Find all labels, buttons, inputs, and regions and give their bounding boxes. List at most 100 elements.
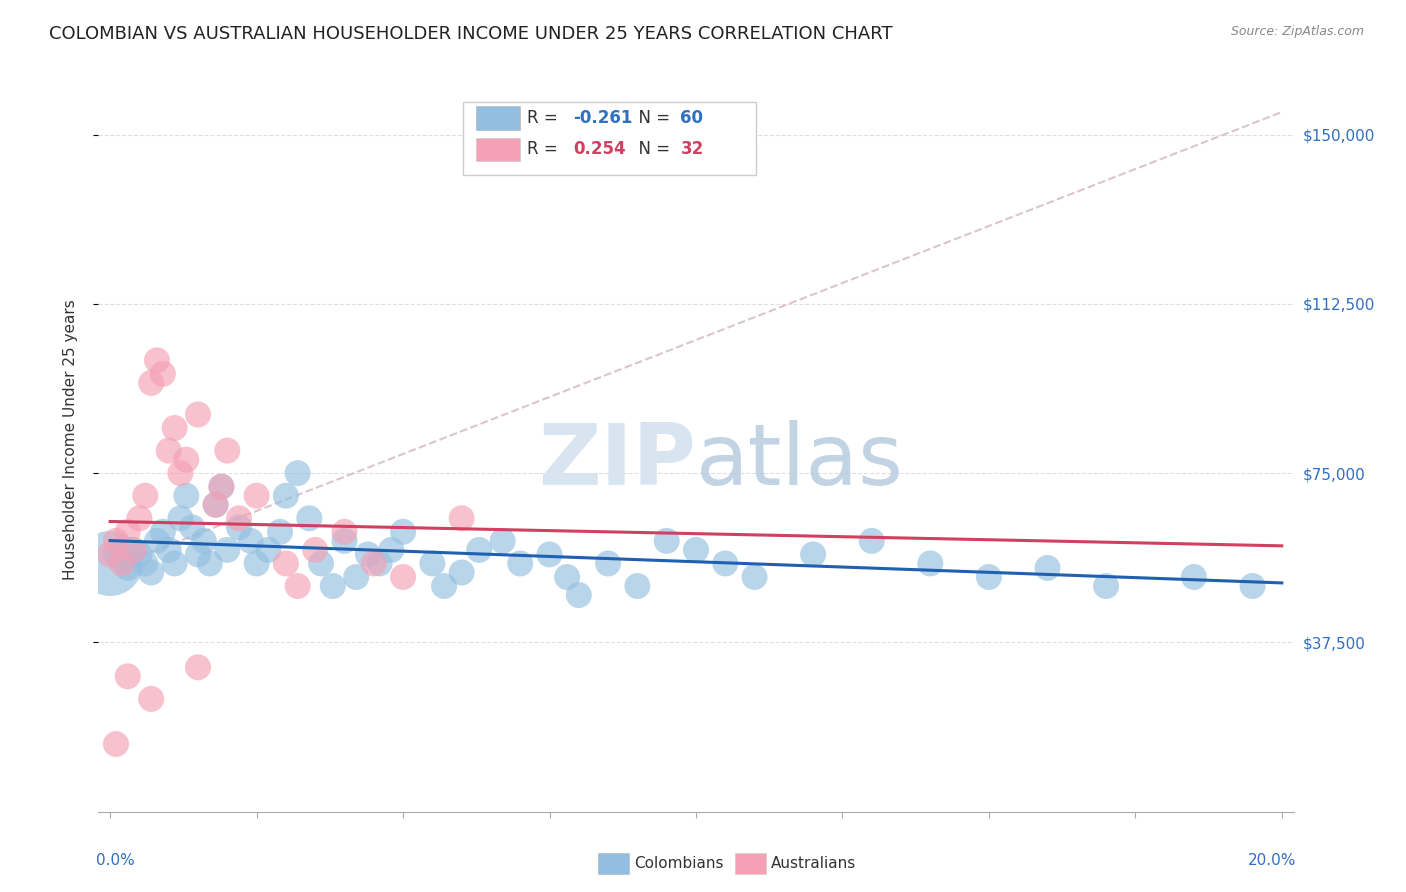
Point: [392, 524, 415, 539]
Point: [134, 489, 156, 503]
Point: [98, 548, 121, 562]
Point: [422, 557, 444, 571]
Point: [228, 511, 250, 525]
Point: [626, 579, 648, 593]
Point: [714, 557, 737, 571]
Point: [141, 376, 163, 390]
Point: [333, 533, 356, 548]
Point: [134, 557, 156, 571]
FancyBboxPatch shape: [463, 102, 756, 175]
Point: [598, 557, 620, 571]
Point: [141, 566, 163, 580]
Point: [920, 557, 942, 571]
Text: 0.0%: 0.0%: [96, 853, 135, 868]
Point: [163, 421, 186, 435]
Point: [380, 542, 402, 557]
Point: [157, 443, 180, 458]
Point: [357, 548, 380, 562]
Point: [1182, 570, 1205, 584]
Point: [111, 552, 134, 566]
Text: 60: 60: [681, 109, 703, 127]
Point: [468, 542, 491, 557]
Point: [117, 561, 139, 575]
Text: atlas: atlas: [696, 420, 904, 503]
Text: N =: N =: [628, 140, 675, 158]
Point: [174, 452, 197, 467]
Point: [217, 443, 239, 458]
Point: [344, 570, 367, 584]
Point: [157, 542, 180, 557]
FancyBboxPatch shape: [735, 853, 766, 874]
Point: [744, 570, 766, 584]
Point: [298, 511, 321, 525]
Point: [105, 533, 128, 548]
Point: [122, 542, 145, 557]
Point: [128, 548, 150, 562]
Point: [146, 353, 169, 368]
Point: [193, 533, 215, 548]
Point: [269, 524, 291, 539]
Point: [246, 557, 269, 571]
Point: [509, 557, 531, 571]
Point: [322, 579, 344, 593]
Point: [333, 524, 356, 539]
Point: [117, 669, 139, 683]
Point: [152, 367, 174, 381]
Point: [655, 533, 678, 548]
Text: Source: ZipAtlas.com: Source: ZipAtlas.com: [1230, 25, 1364, 38]
Point: [685, 542, 707, 557]
Point: [555, 570, 578, 584]
Text: 20.0%: 20.0%: [1247, 853, 1296, 868]
Point: [141, 691, 163, 706]
Text: 32: 32: [681, 140, 703, 158]
FancyBboxPatch shape: [477, 137, 520, 161]
Point: [111, 557, 134, 571]
Point: [1095, 579, 1118, 593]
Text: Colombians: Colombians: [634, 856, 723, 871]
Point: [128, 511, 150, 525]
Point: [146, 533, 169, 548]
Point: [363, 557, 385, 571]
Point: [801, 548, 824, 562]
Point: [977, 570, 1000, 584]
Point: [105, 548, 128, 562]
Point: [287, 466, 309, 480]
Point: [309, 557, 332, 571]
Point: [568, 588, 591, 602]
Point: [368, 557, 391, 571]
Point: [105, 737, 128, 751]
Text: COLOMBIAN VS AUSTRALIAN HOUSEHOLDER INCOME UNDER 25 YEARS CORRELATION CHART: COLOMBIAN VS AUSTRALIAN HOUSEHOLDER INCO…: [49, 25, 893, 43]
FancyBboxPatch shape: [477, 106, 520, 130]
Point: [257, 542, 280, 557]
Point: [198, 557, 221, 571]
Point: [538, 548, 561, 562]
Point: [204, 498, 226, 512]
Text: 0.254: 0.254: [572, 140, 626, 158]
Text: -0.261: -0.261: [572, 109, 633, 127]
Point: [169, 511, 191, 525]
Point: [246, 489, 269, 503]
Point: [117, 524, 139, 539]
Point: [211, 480, 233, 494]
Point: [228, 520, 250, 534]
Point: [174, 489, 197, 503]
Point: [98, 557, 121, 571]
Point: [392, 570, 415, 584]
Point: [1241, 579, 1264, 593]
Point: [287, 579, 309, 593]
Point: [1036, 561, 1059, 575]
Text: N =: N =: [628, 109, 675, 127]
Point: [163, 557, 186, 571]
Point: [122, 542, 145, 557]
Text: Australians: Australians: [772, 856, 856, 871]
Point: [450, 566, 472, 580]
FancyBboxPatch shape: [598, 853, 628, 874]
Point: [304, 542, 326, 557]
Y-axis label: Householder Income Under 25 years: Householder Income Under 25 years: [63, 299, 77, 580]
Point: [181, 520, 204, 534]
Point: [274, 489, 297, 503]
Point: [204, 498, 226, 512]
Point: [187, 408, 209, 422]
Point: [492, 533, 515, 548]
Text: R =: R =: [527, 109, 564, 127]
